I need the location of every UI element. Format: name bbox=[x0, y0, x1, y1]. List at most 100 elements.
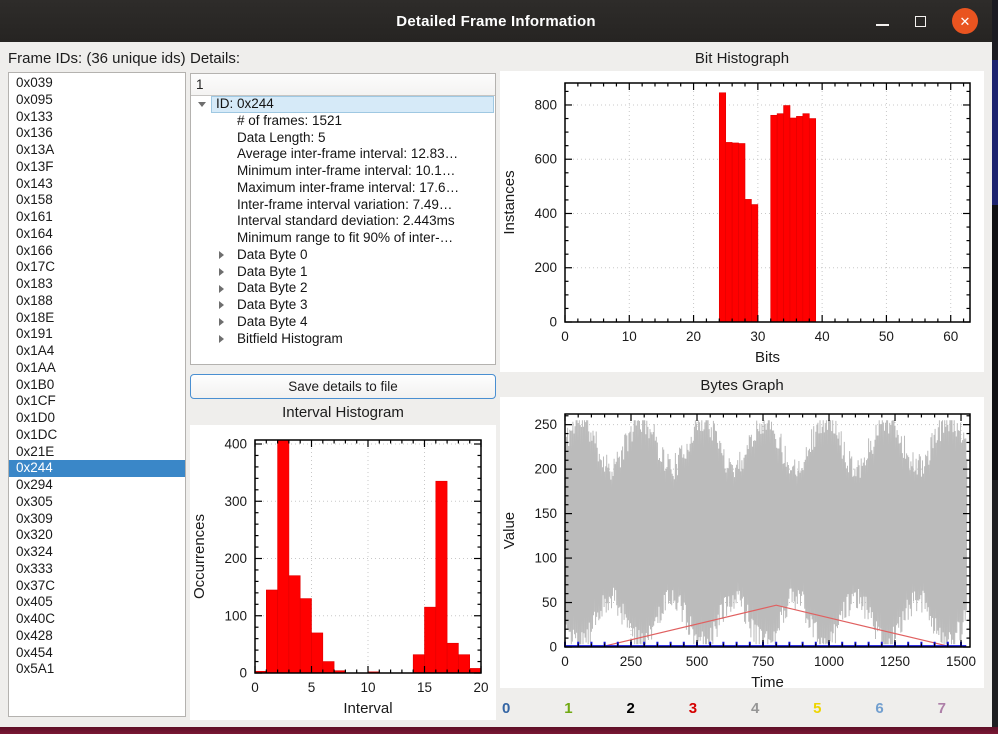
tree-item[interactable]: Data Byte 4 bbox=[191, 314, 495, 331]
expander-down-icon[interactable] bbox=[198, 102, 206, 107]
interval-histogram-title: Interval Histogram bbox=[190, 404, 496, 421]
svg-text:Time: Time bbox=[751, 674, 784, 688]
tree-item[interactable]: ID: 0x244 bbox=[191, 96, 495, 113]
tree-item[interactable]: Data Length: 5 bbox=[191, 130, 495, 147]
frame-id-item[interactable]: 0x428 bbox=[9, 628, 185, 645]
frame-id-item[interactable]: 0x18E bbox=[9, 310, 185, 327]
frame-id-item[interactable]: 0x454 bbox=[9, 645, 185, 662]
svg-text:100: 100 bbox=[534, 551, 557, 566]
bytes-graph-chart: 0250500750100012501500050100150200250Tim… bbox=[500, 397, 984, 688]
tree-column-header: 1 bbox=[191, 74, 495, 96]
frame-id-item[interactable]: 0x305 bbox=[9, 494, 185, 511]
svg-text:Occurrences: Occurrences bbox=[191, 514, 208, 599]
desktop-strip-segment bbox=[992, 480, 998, 734]
frame-id-item[interactable]: 0x405 bbox=[9, 594, 185, 611]
frame-id-list[interactable]: 0x0390x0950x1330x1360x13A0x13F0x1430x158… bbox=[8, 72, 186, 717]
frame-id-item[interactable]: 0x1AA bbox=[9, 360, 185, 377]
frame-id-item[interactable]: 0x17C bbox=[9, 259, 185, 276]
frame-id-item[interactable]: 0x1A4 bbox=[9, 343, 185, 360]
frame-id-item[interactable]: 0x294 bbox=[9, 477, 185, 494]
svg-text:250: 250 bbox=[534, 417, 557, 432]
save-details-button[interactable]: Save details to file bbox=[190, 374, 496, 399]
tree-item[interactable]: Average inter-frame interval: 12.83… bbox=[191, 146, 495, 163]
minimize-icon[interactable] bbox=[876, 24, 889, 26]
svg-text:200: 200 bbox=[534, 462, 557, 477]
tree-item-label: Data Byte 4 bbox=[237, 314, 308, 331]
frame-id-item[interactable]: 0x191 bbox=[9, 326, 185, 343]
screen: Detailed Frame Information ✕ Frame IDs: … bbox=[0, 0, 998, 734]
expander-right-icon[interactable] bbox=[219, 268, 224, 276]
svg-text:0: 0 bbox=[549, 640, 557, 655]
frame-id-item[interactable]: 0x324 bbox=[9, 544, 185, 561]
frame-id-item[interactable]: 0x158 bbox=[9, 192, 185, 209]
tree-item[interactable]: Minimum range to fit 90% of inter-… bbox=[191, 230, 495, 247]
tree-item-label: Inter-frame interval variation: 7.49… bbox=[237, 197, 452, 214]
tree-item[interactable]: Data Byte 0 bbox=[191, 247, 495, 264]
byte-legend-1: 1 bbox=[564, 700, 572, 717]
bit-histograph-title: Bit Histograph bbox=[500, 50, 984, 67]
close-icon[interactable]: ✕ bbox=[952, 8, 978, 34]
tree-item-label: Minimum range to fit 90% of inter-… bbox=[237, 230, 453, 247]
frame-id-item[interactable]: 0x1D0 bbox=[9, 410, 185, 427]
byte-legend-3: 3 bbox=[689, 700, 697, 717]
frame-id-item[interactable]: 0x5A1 bbox=[9, 661, 185, 678]
tree-item-label: ID: 0x244 bbox=[216, 96, 274, 113]
svg-text:250: 250 bbox=[620, 654, 643, 669]
svg-text:0: 0 bbox=[561, 329, 569, 344]
frame-id-item[interactable]: 0x095 bbox=[9, 92, 185, 109]
tree-item[interactable]: Inter-frame interval variation: 7.49… bbox=[191, 197, 495, 214]
tree-item[interactable]: Data Byte 1 bbox=[191, 264, 495, 281]
frame-id-item[interactable]: 0x309 bbox=[9, 511, 185, 528]
svg-text:60: 60 bbox=[943, 329, 958, 344]
window-title: Detailed Frame Information bbox=[396, 13, 595, 30]
frame-id-item[interactable]: 0x1DC bbox=[9, 427, 185, 444]
frame-id-item[interactable]: 0x188 bbox=[9, 293, 185, 310]
frame-id-item[interactable]: 0x333 bbox=[9, 561, 185, 578]
tree-item[interactable]: Bitfield Histogram bbox=[191, 331, 495, 348]
byte-legend-5: 5 bbox=[813, 700, 821, 717]
tree-item[interactable]: Minimum inter-frame interval: 10.1… bbox=[191, 163, 495, 180]
tree-item-label: Bitfield Histogram bbox=[237, 331, 343, 348]
svg-text:1500: 1500 bbox=[946, 654, 976, 669]
frame-id-item[interactable]: 0x40C bbox=[9, 611, 185, 628]
maximize-icon[interactable] bbox=[915, 16, 926, 27]
frame-id-item[interactable]: 0x13F bbox=[9, 159, 185, 176]
frame-id-item[interactable]: 0x133 bbox=[9, 109, 185, 126]
bytes-graph-title: Bytes Graph bbox=[500, 377, 984, 394]
frame-id-item[interactable]: 0x039 bbox=[9, 75, 185, 92]
frame-id-item[interactable]: 0x1CF bbox=[9, 393, 185, 410]
titlebar[interactable]: Detailed Frame Information ✕ bbox=[0, 0, 992, 42]
tree-item[interactable]: Maximum inter-frame interval: 17.6… bbox=[191, 180, 495, 197]
frame-id-item[interactable]: 0x21E bbox=[9, 444, 185, 461]
frame-id-item[interactable]: 0x143 bbox=[9, 176, 185, 193]
expander-right-icon[interactable] bbox=[219, 251, 224, 259]
expander-right-icon[interactable] bbox=[219, 318, 224, 326]
frame-id-item[interactable]: 0x161 bbox=[9, 209, 185, 226]
frame-id-item[interactable]: 0x164 bbox=[9, 226, 185, 243]
svg-text:40: 40 bbox=[815, 329, 830, 344]
tree-item[interactable]: Interval standard deviation: 2.443ms bbox=[191, 213, 495, 230]
tree-item[interactable]: Data Byte 3 bbox=[191, 297, 495, 314]
desktop-bottom-strip bbox=[0, 727, 998, 734]
svg-text:Bits: Bits bbox=[755, 349, 780, 366]
frame-id-item[interactable]: 0x136 bbox=[9, 125, 185, 142]
svg-text:20: 20 bbox=[473, 680, 488, 695]
frame-id-item[interactable]: 0x244 bbox=[9, 460, 185, 477]
expander-right-icon[interactable] bbox=[219, 285, 224, 293]
frame-id-item[interactable]: 0x183 bbox=[9, 276, 185, 293]
tree-item[interactable]: Data Byte 2 bbox=[191, 280, 495, 297]
frame-id-item[interactable]: 0x13A bbox=[9, 142, 185, 159]
tree-item-label: Data Length: 5 bbox=[237, 130, 326, 147]
frame-id-item[interactable]: 0x1B0 bbox=[9, 377, 185, 394]
svg-text:1250: 1250 bbox=[880, 654, 910, 669]
frame-id-item[interactable]: 0x166 bbox=[9, 243, 185, 260]
frame-id-item[interactable]: 0x37C bbox=[9, 578, 185, 595]
expander-right-icon[interactable] bbox=[219, 335, 224, 343]
svg-text:15: 15 bbox=[417, 680, 432, 695]
details-tree[interactable]: 1 ID: 0x244# of frames: 1521Data Length:… bbox=[190, 73, 496, 365]
expander-right-icon[interactable] bbox=[219, 301, 224, 309]
byte-legend-4: 4 bbox=[751, 700, 759, 717]
tree-item[interactable]: # of frames: 1521 bbox=[191, 113, 495, 130]
svg-text:0: 0 bbox=[549, 315, 557, 330]
frame-id-item[interactable]: 0x320 bbox=[9, 527, 185, 544]
